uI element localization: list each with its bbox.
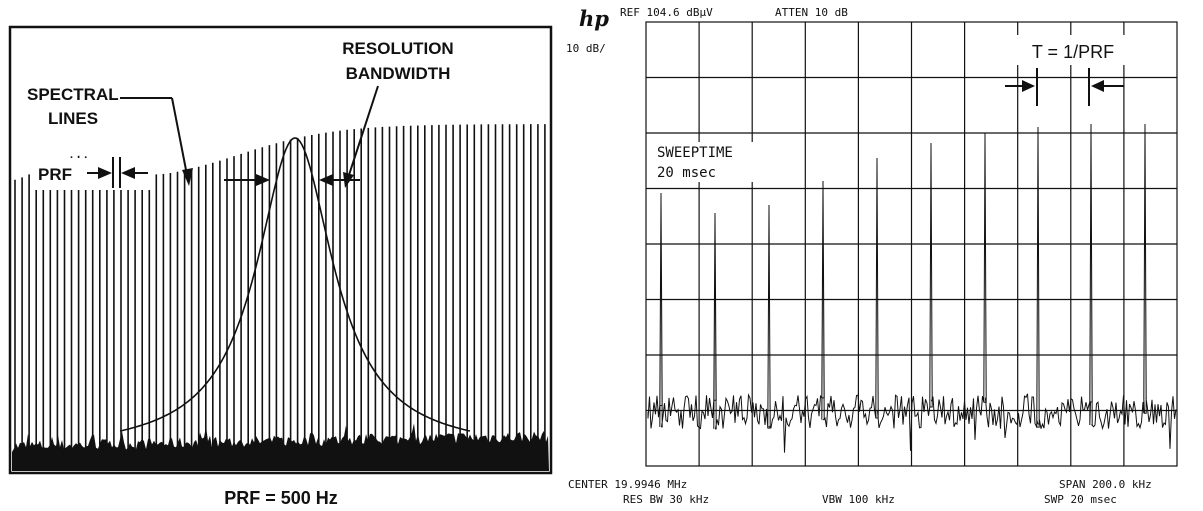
span: SPAN 200.0 kHz: [1059, 478, 1152, 491]
label-backdrop: [322, 34, 472, 92]
graticule: [645, 21, 1178, 467]
lines-label: LINES: [48, 109, 98, 128]
noise-floor: [12, 423, 549, 471]
period-marker: [1005, 68, 1124, 106]
right-panel: hp REF 104.6 dBµV ATTEN 10 dB 10 dB/ T =…: [566, 6, 1178, 506]
sweeptime-label: SWEEPTIME: [657, 145, 733, 161]
spectral-lines-pointer: [120, 97, 193, 186]
prf-marker: [87, 157, 148, 188]
left-frame: [8, 25, 553, 475]
left-panel: RESOLUTION BANDWIDTH SPECTRAL LINES PRF: [8, 25, 553, 508]
label-backdrop: [22, 80, 120, 134]
resolution-bandwidth-pointer: [224, 85, 379, 188]
spectral-lines-group: [14, 124, 546, 471]
sweeptime-value: 20 msec: [657, 165, 716, 181]
scale-per-div: 10 dB/: [566, 42, 606, 55]
resolution-bandwidth-curve: [119, 137, 471, 432]
label-backdrop: [999, 35, 1149, 65]
attenuation: ATTEN 10 dB: [775, 6, 848, 19]
spectrum-trace: [647, 123, 1177, 453]
center-frequency: CENTER 19.9946 MHz: [568, 478, 687, 491]
video-bandwidth: VBW 100 kHz: [822, 493, 895, 506]
resolution-bandwidth: RES BW 30 kHz: [623, 493, 709, 506]
prf-caption: PRF = 500 Hz: [224, 488, 338, 508]
sweep-time-setting: SWP 20 msec: [1044, 493, 1117, 506]
spectral-label: SPECTRAL: [27, 85, 119, 104]
hp-logo: hp: [579, 6, 609, 31]
ref-level: REF 104.6 dBµV: [620, 6, 713, 19]
label-backdrop: [654, 142, 776, 182]
resolution-label: RESOLUTION: [342, 39, 453, 58]
period-label: T = 1/PRF: [1032, 42, 1114, 62]
prf-label: PRF: [38, 165, 72, 184]
bandwidth-label: BANDWIDTH: [346, 64, 451, 83]
